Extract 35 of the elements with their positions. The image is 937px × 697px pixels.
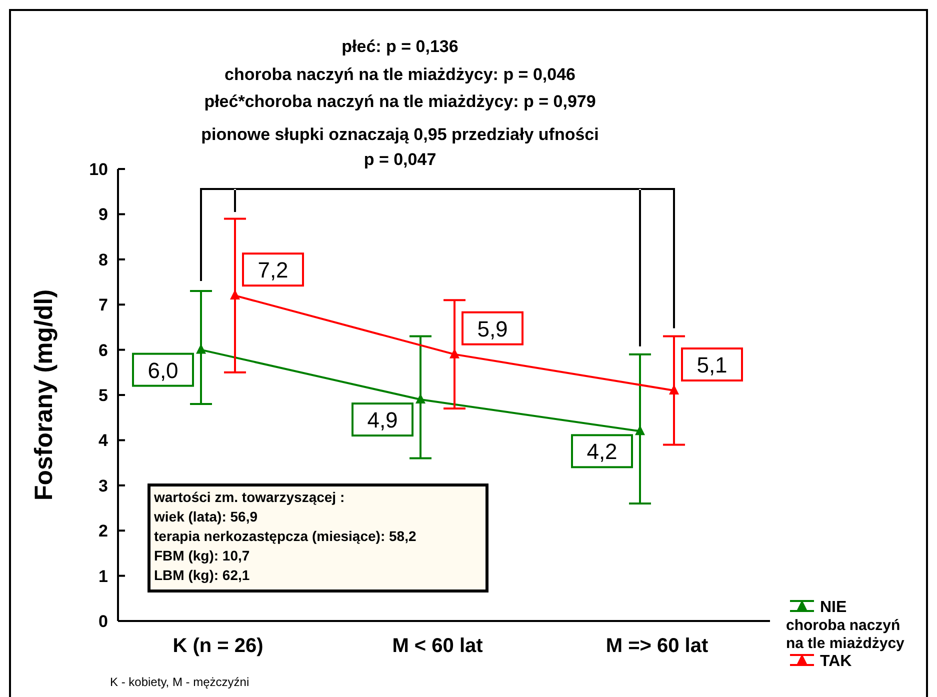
data-label: 4,2 (586, 439, 618, 464)
data-label: 4,9 (367, 408, 398, 433)
y-tick-label: 5 (98, 386, 108, 405)
y-tick-label: 2 (98, 522, 108, 541)
legend-label: TAK (820, 653, 852, 670)
x-tick-label: M => 60 lat (606, 635, 708, 657)
text: choroba naczyń na tle miażdżycy: p = 0,046 (224, 65, 576, 84)
text: płeć*choroba naczyń na tle miażdżycy: p = 0,979 (204, 92, 596, 111)
data-label: 5,9 (477, 316, 508, 342)
annotation: p = 0,047 (364, 150, 436, 169)
y-tick-label: 6 (98, 340, 108, 360)
annotation: terapia nerkozastępcza (miesiące): 58,2 (154, 528, 416, 544)
y-tick-label: 7 (98, 296, 108, 315)
data-label: 6,0 (148, 358, 178, 383)
data-label: 7,2 (258, 258, 288, 283)
legend-label: NIE (820, 599, 847, 616)
text: płeć: p = 0,136 (342, 37, 458, 56)
text: pionowe słupki oznaczają 0,95 przedziały ufności (201, 125, 599, 144)
annotation: wartości zm. towarzyszącej : (153, 489, 345, 505)
y-axis-title: Fosforany (mg/dl) (30, 289, 58, 501)
x-tick-label: K (n = 26) (172, 635, 264, 657)
annotation: FBM (kg): 10,7 (154, 548, 250, 564)
annotation: LBM (kg): 62,1 (154, 567, 250, 583)
y-tick-label: 1 (98, 566, 108, 586)
annotation: wiek (lata): 56,9 (153, 508, 258, 524)
y-tick-label: 0 (98, 612, 108, 631)
text: K - kobiety, M - mężczyźni (110, 675, 250, 689)
y-tick-label: 10 (89, 160, 108, 179)
legend-title: choroba naczyń na tle miażdżycy (786, 617, 906, 652)
y-tick-label: 8 (98, 250, 108, 270)
y-tick-label: 4 (98, 431, 109, 450)
x-tick-label: M < 60 lat (392, 635, 484, 657)
y-tick-label: 9 (98, 205, 108, 224)
y-tick-label: 3 (98, 476, 108, 496)
data-label: 5,1 (696, 352, 728, 378)
